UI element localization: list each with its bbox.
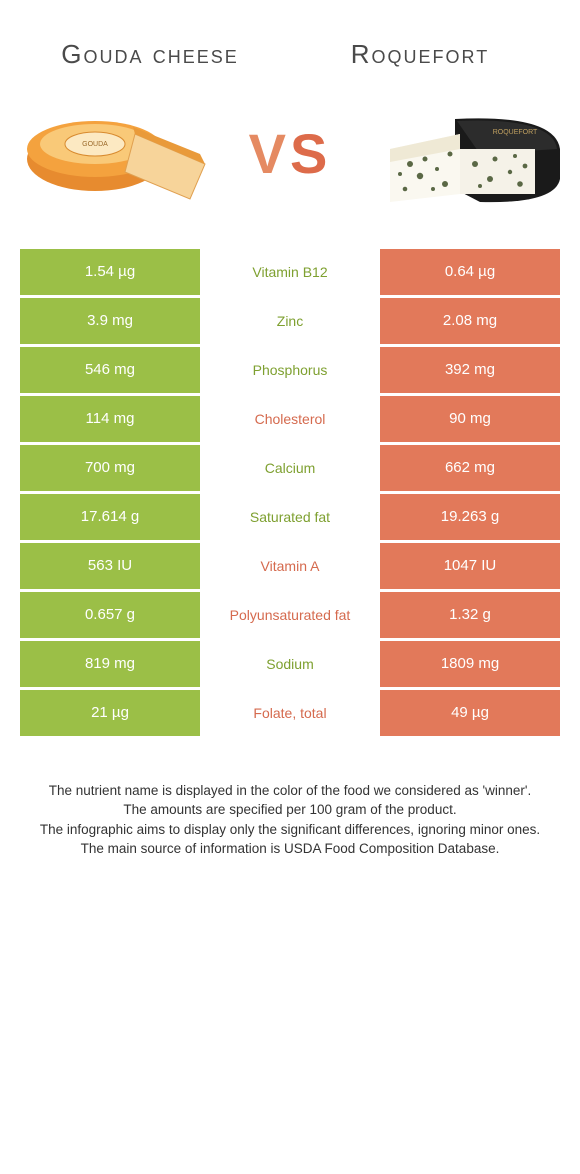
table-row: 0.657 gPolyunsaturated fat1.32 g <box>20 592 560 638</box>
right-value: 0.64 µg <box>380 249 560 295</box>
nutrient-label: Saturated fat <box>203 494 377 540</box>
hero-row: GOUDA VS ROQUEFORT <box>0 79 580 239</box>
table-row: 563 IUVitamin A1047 IU <box>20 543 560 589</box>
footer-line-4: The main source of information is USDA F… <box>30 839 550 859</box>
gouda-cheese-image: GOUDA <box>15 94 215 214</box>
table-row: 546 mgPhosphorus392 mg <box>20 347 560 393</box>
nutrient-label: Calcium <box>203 445 377 491</box>
svg-text:ROQUEFORT: ROQUEFORT <box>493 129 538 136</box>
nutrient-label: Zinc <box>203 298 377 344</box>
right-value: 2.08 mg <box>380 298 560 344</box>
left-value: 700 mg <box>20 445 200 491</box>
nutrient-label: Cholesterol <box>203 396 377 442</box>
right-title: Roquefort <box>310 40 530 69</box>
table-row: 114 mgCholesterol90 mg <box>20 396 560 442</box>
left-value: 1.54 µg <box>20 249 200 295</box>
footer-line-3: The infographic aims to display only the… <box>30 820 550 840</box>
table-row: 700 mgCalcium662 mg <box>20 445 560 491</box>
comparison-table: 1.54 µgVitamin B120.64 µg3.9 mgZinc2.08 … <box>20 249 560 736</box>
nutrient-label: Folate, total <box>203 690 377 736</box>
header: Gouda cheese Roquefort <box>0 0 580 79</box>
left-value: 3.9 mg <box>20 298 200 344</box>
left-value: 0.657 g <box>20 592 200 638</box>
table-row: 1.54 µgVitamin B120.64 µg <box>20 249 560 295</box>
nutrient-label: Phosphorus <box>203 347 377 393</box>
footer-line-1: The nutrient name is displayed in the co… <box>30 781 550 801</box>
right-value: 1.32 g <box>380 592 560 638</box>
right-value: 49 µg <box>380 690 560 736</box>
left-value: 21 µg <box>20 690 200 736</box>
left-value: 819 mg <box>20 641 200 687</box>
left-value: 563 IU <box>20 543 200 589</box>
left-value: 114 mg <box>20 396 200 442</box>
nutrient-label: Sodium <box>203 641 377 687</box>
left-value: 17.614 g <box>20 494 200 540</box>
right-value: 1809 mg <box>380 641 560 687</box>
nutrient-label: Polyunsaturated fat <box>203 592 377 638</box>
roquefort-cheese-image: ROQUEFORT <box>365 94 565 214</box>
left-value: 546 mg <box>20 347 200 393</box>
right-value: 19.263 g <box>380 494 560 540</box>
table-row: 3.9 mgZinc2.08 mg <box>20 298 560 344</box>
footer-notes: The nutrient name is displayed in the co… <box>0 781 580 859</box>
nutrient-label: Vitamin A <box>203 543 377 589</box>
right-value: 392 mg <box>380 347 560 393</box>
vs-label: VS <box>249 121 332 186</box>
right-value: 1047 IU <box>380 543 560 589</box>
footer-line-2: The amounts are specified per 100 gram o… <box>30 800 550 820</box>
table-row: 21 µgFolate, total49 µg <box>20 690 560 736</box>
table-row: 819 mgSodium1809 mg <box>20 641 560 687</box>
right-value: 90 mg <box>380 396 560 442</box>
svg-text:GOUDA: GOUDA <box>82 141 108 148</box>
nutrient-label: Vitamin B12 <box>203 249 377 295</box>
left-title: Gouda cheese <box>50 40 250 69</box>
vs-v: V <box>249 122 290 185</box>
vs-s: S <box>290 122 331 185</box>
table-row: 17.614 gSaturated fat19.263 g <box>20 494 560 540</box>
right-value: 662 mg <box>380 445 560 491</box>
